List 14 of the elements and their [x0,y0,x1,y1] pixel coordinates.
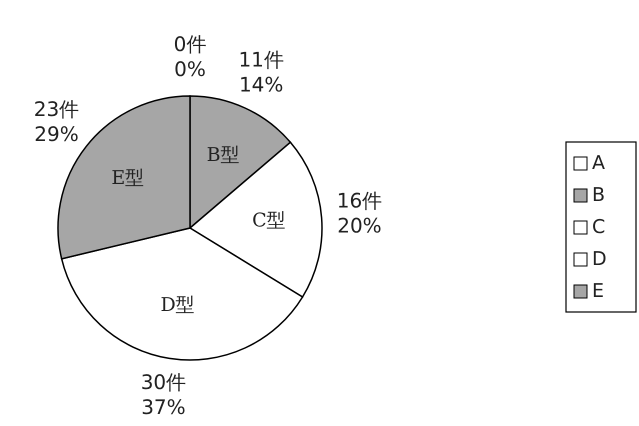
data-label: 30件 37% [140,370,186,420]
data-label: 11件 14% [238,48,284,98]
text: E型 [111,166,144,189]
legend-label: D [592,248,607,270]
data-label: 23件 29% [34,97,80,146]
text: 0件 0% [174,32,206,82]
legend-label: E [592,280,604,302]
data-label: 16件 20% [336,189,382,238]
text: D型 [160,294,195,316]
text: C型 [252,210,286,232]
legend-label: C [592,216,606,238]
legend-label: B [592,184,606,206]
legend-label: A [592,152,605,174]
text: B型 [206,144,240,166]
